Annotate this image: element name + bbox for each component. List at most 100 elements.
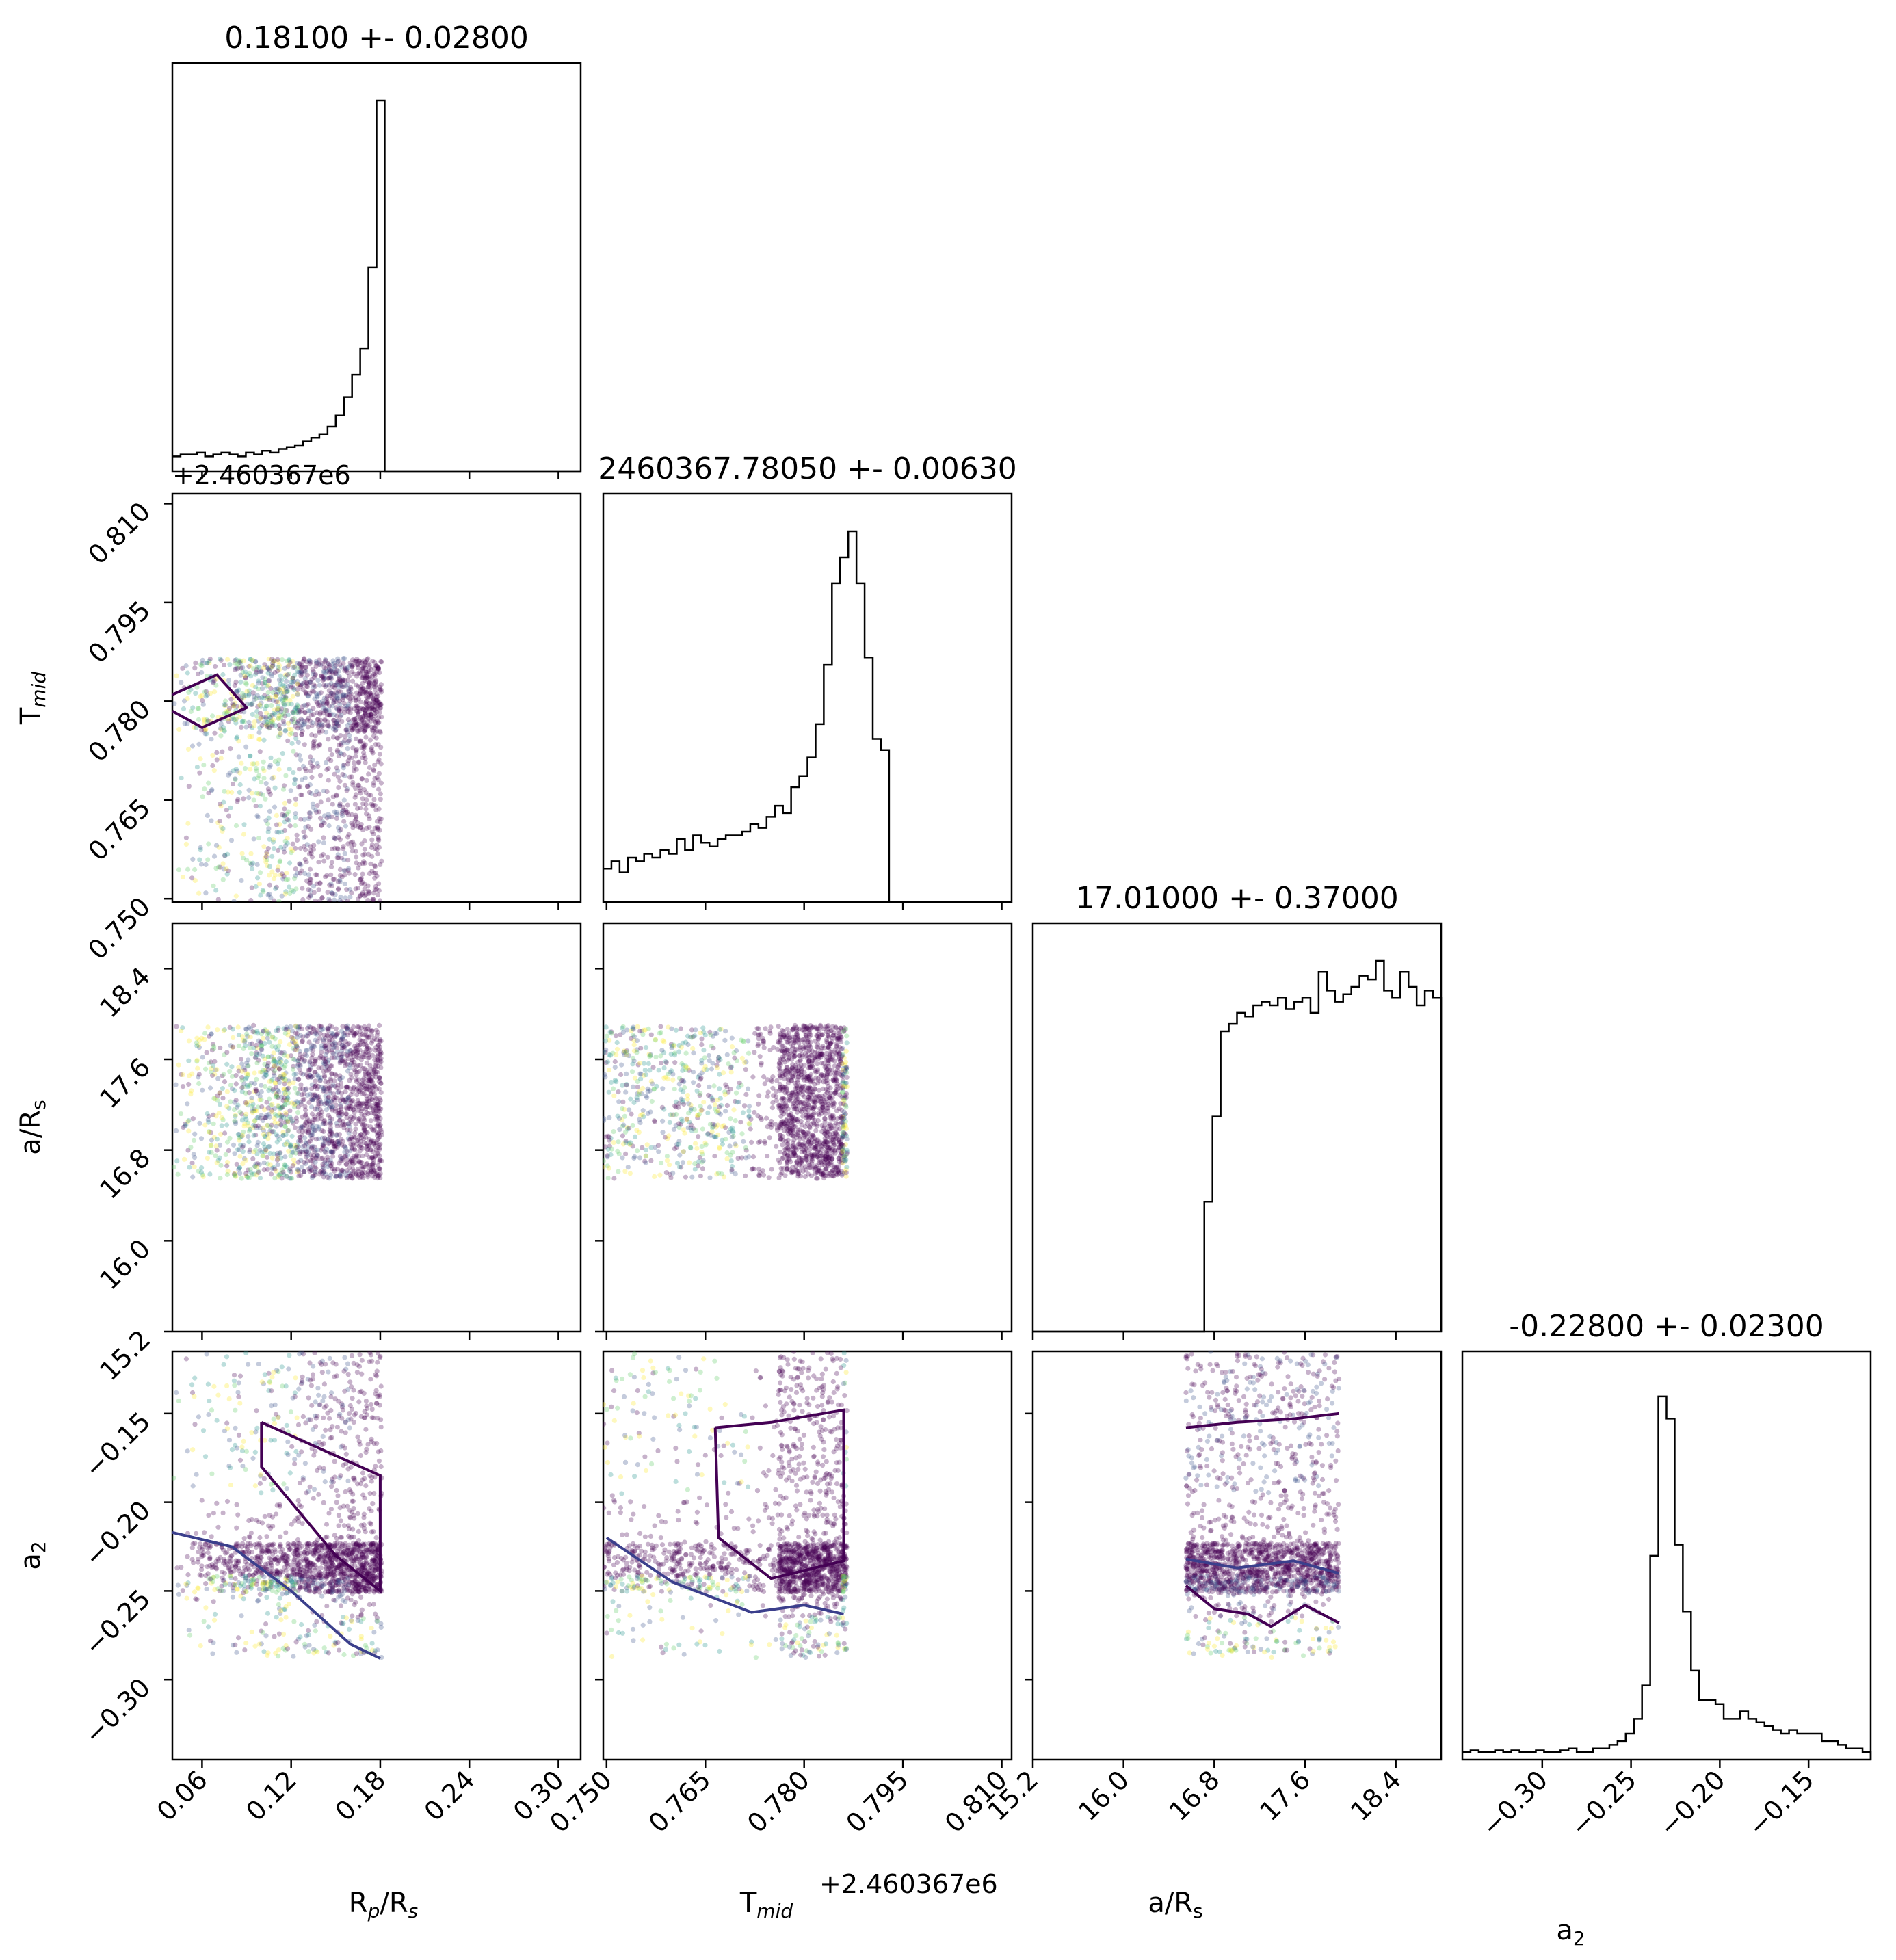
scatter-point — [214, 1148, 220, 1153]
scatter-point — [376, 666, 382, 672]
scatter-point — [603, 1074, 608, 1080]
scatter-point — [272, 785, 278, 791]
scatter-point — [341, 763, 347, 768]
scatter-point — [376, 1046, 382, 1052]
scatter-point — [211, 680, 216, 685]
scatter-point — [287, 1168, 292, 1174]
scatter-point — [351, 1154, 357, 1159]
scatter-point — [231, 1142, 237, 1148]
scatter-point — [656, 1149, 661, 1154]
scatter-point — [369, 705, 375, 711]
scatter-point — [321, 1119, 327, 1124]
scatter-point — [692, 1161, 698, 1167]
scatter-point — [353, 812, 358, 818]
scatter-point — [377, 1096, 382, 1101]
scatter-point — [179, 775, 184, 781]
scatter-point — [334, 793, 339, 799]
scatter-point — [378, 702, 384, 707]
scatter-point — [313, 1057, 318, 1063]
scatter-point — [305, 693, 311, 699]
scatter-point — [342, 1099, 347, 1104]
scatter-point — [376, 1052, 381, 1058]
scatter-point — [332, 1078, 337, 1084]
scatter-point — [188, 1091, 194, 1097]
scatter-point — [269, 723, 275, 728]
scatter-point — [336, 1141, 342, 1147]
scatter-point — [337, 879, 343, 884]
scatter-point — [367, 680, 372, 686]
scatter-point — [202, 1122, 208, 1128]
scatter-point — [371, 1156, 376, 1162]
scatter-point — [334, 1123, 340, 1129]
scatter-point — [212, 1059, 218, 1064]
scatter-point — [698, 1108, 704, 1113]
scatter-point — [374, 1087, 380, 1092]
scatter-point — [710, 1098, 715, 1103]
scatter-point — [307, 866, 313, 872]
scatter-point — [293, 802, 298, 807]
scatter-point — [352, 823, 358, 828]
scatter-point — [375, 826, 380, 832]
scatter-point — [295, 682, 301, 687]
scatter-point — [325, 1079, 330, 1085]
scatter-point — [325, 1025, 330, 1031]
scatter-point — [272, 658, 277, 663]
scatter-point — [278, 1059, 283, 1065]
scatter-point — [347, 1030, 353, 1035]
scatter-point — [344, 666, 350, 672]
scatter-point — [371, 797, 377, 802]
scatter-point — [329, 890, 334, 896]
scatter-point — [243, 1157, 249, 1163]
scatter-point — [245, 1174, 250, 1180]
scatter-point — [217, 819, 222, 824]
scatter-point — [377, 752, 383, 757]
scatter-point — [361, 743, 367, 749]
scatter-point — [273, 1044, 278, 1050]
scatter-point — [304, 1120, 310, 1125]
scatter-point — [247, 1042, 252, 1047]
scatter-point — [343, 706, 348, 712]
scatter-point — [306, 659, 312, 664]
scatter-point — [376, 665, 382, 671]
scatter-point — [229, 1086, 235, 1091]
scatter-point — [239, 1133, 245, 1139]
scatter-point — [372, 887, 378, 892]
scatter-point — [347, 1107, 354, 1112]
scatter-point — [265, 719, 271, 725]
scatter-point — [328, 881, 334, 886]
scatter-point — [315, 743, 320, 749]
scatter-point — [746, 1103, 752, 1109]
scatter-point — [311, 1096, 317, 1101]
scatter-point — [267, 765, 272, 770]
scatter-point — [354, 1141, 359, 1147]
scatter-point — [194, 1043, 200, 1048]
scatter-point — [305, 724, 311, 730]
scatter-point — [295, 661, 300, 666]
scatter-point — [241, 719, 247, 724]
scatter-point — [309, 774, 315, 780]
scatter-point — [176, 726, 182, 732]
scatter-point — [334, 749, 341, 754]
scatter-point — [250, 860, 256, 866]
scatter-point — [363, 660, 368, 665]
scatter-point — [373, 1116, 378, 1122]
scatter-point — [281, 689, 287, 695]
scatter-point — [274, 1028, 279, 1033]
scatter-point — [331, 1051, 337, 1057]
scatter-point — [738, 1120, 743, 1125]
scatter-point — [267, 715, 274, 720]
scatter-point — [222, 1130, 228, 1136]
scatter-point — [329, 1031, 334, 1036]
scatter-point — [209, 1065, 214, 1071]
scatter-point — [350, 1167, 356, 1172]
scatter-point — [354, 860, 359, 866]
scatter-point — [308, 1133, 313, 1138]
scatter-point — [324, 696, 330, 702]
scatter-point — [321, 1069, 326, 1074]
scatter-point — [691, 1050, 696, 1056]
scatter-point — [328, 712, 333, 717]
scatter-point — [359, 1111, 365, 1117]
scatter-point — [222, 728, 227, 734]
scatter-point — [311, 669, 316, 674]
scatter-point — [263, 1027, 268, 1033]
